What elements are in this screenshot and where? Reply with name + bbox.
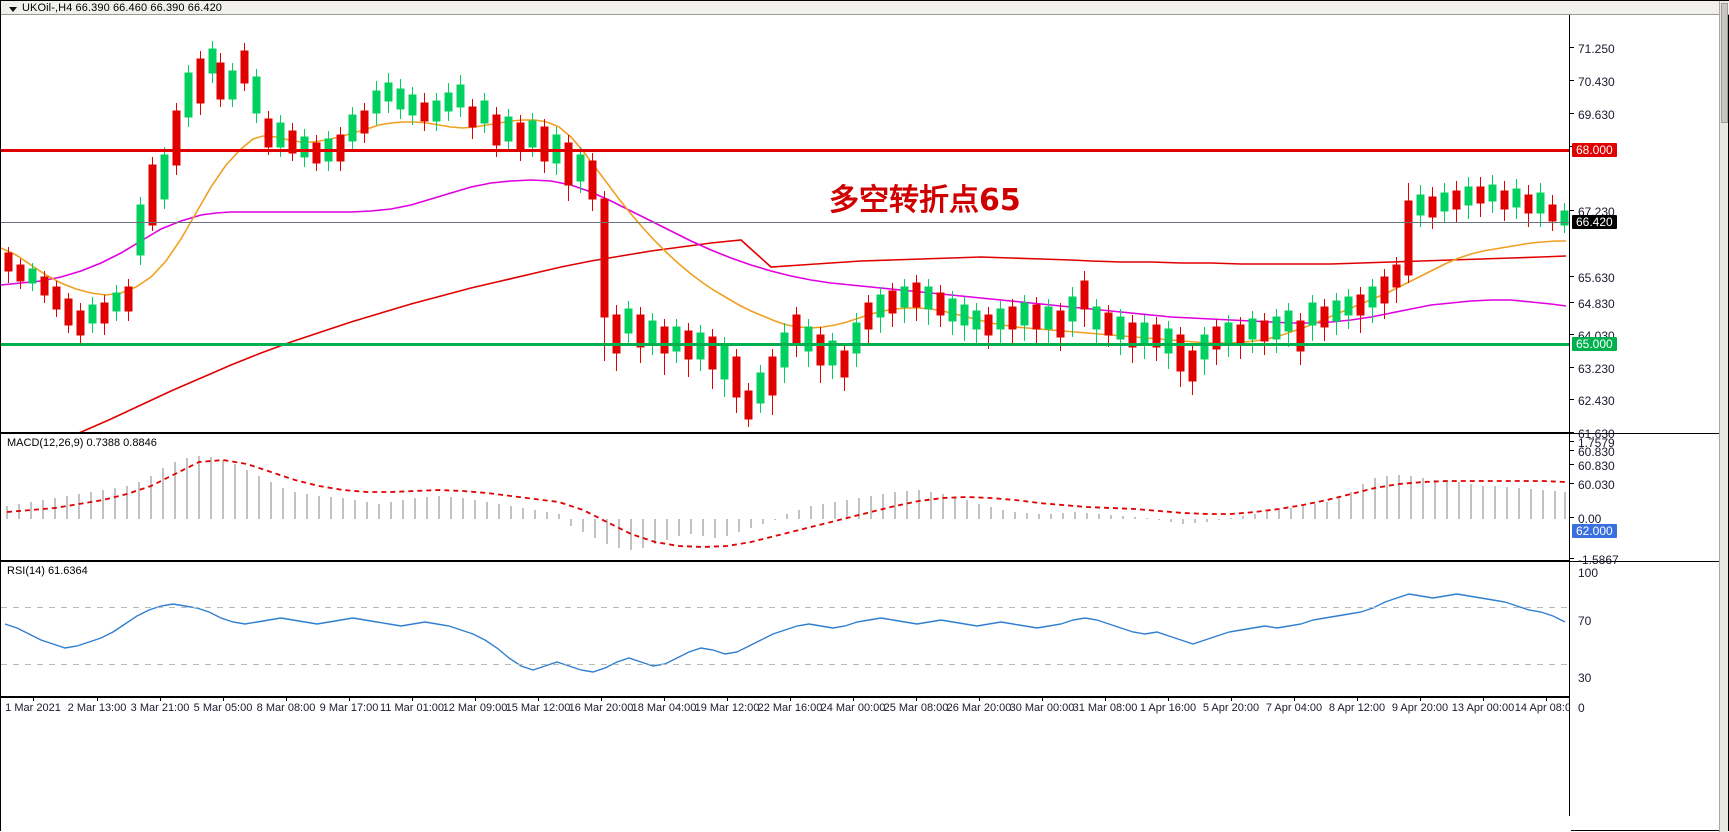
rsi-scale-tick: 30 xyxy=(1578,671,1592,685)
level-line-last-price xyxy=(1,222,1571,223)
symbol-ohlc-label: UKOil-,H4 66.390 66.460 66.390 66.420 xyxy=(22,2,223,14)
macd-scale-tick: 0.00 xyxy=(1578,512,1602,526)
candles xyxy=(4,41,1569,427)
price-tick: 60.830 xyxy=(1578,459,1615,473)
time-label: 11 Mar 01:00 xyxy=(379,702,445,714)
rsi-chart-canvas xyxy=(4,593,1566,673)
price-chart-canvas xyxy=(1,41,1569,432)
time-label: 13 Apr 00:00 xyxy=(1451,702,1515,714)
price-tick: 70.430 xyxy=(1578,75,1615,89)
rsi-line xyxy=(4,593,1566,673)
rsi-indicator-label: RSI(14) 61.6364 xyxy=(7,565,88,577)
rsi-pane[interactable]: RSI(14) 61.6364 xyxy=(1,561,1571,697)
time-label: 22 Mar 16:00 xyxy=(757,702,823,714)
vertical-scrollbar[interactable] xyxy=(1719,1,1728,832)
price-tick: 69.630 xyxy=(1578,108,1615,122)
time-label: 9 Mar 17:00 xyxy=(319,702,379,714)
time-label: 8 Apr 12:00 xyxy=(1328,702,1386,714)
time-label: 1 Apr 16:00 xyxy=(1139,702,1197,714)
rsi-scale-tick: 70 xyxy=(1578,614,1592,628)
macd-scale-tick: 1.7579 xyxy=(1578,436,1615,450)
time-label: 19 Mar 12:00 xyxy=(694,702,760,714)
macd-scale-tick: -1.5867 xyxy=(1578,553,1619,567)
rsi-guide-30 xyxy=(1,664,1571,665)
price-badge-support-62[interactable]: 62.000 xyxy=(1572,524,1617,538)
price-badge-last-price[interactable]: 66.420 xyxy=(1572,215,1617,229)
price-pane[interactable]: 多空转折点65 xyxy=(1,15,1571,433)
rsi-scale-tick: 0 xyxy=(1578,701,1585,715)
time-label: 1 Mar 2021 xyxy=(5,702,61,714)
price-tick: 62.430 xyxy=(1578,394,1615,408)
price-tick: 61.630 xyxy=(1578,427,1615,441)
time-label: 18 Mar 04:00 xyxy=(631,702,697,714)
time-label: 9 Apr 20:00 xyxy=(1391,702,1449,714)
time-label: 8 Mar 08:00 xyxy=(256,702,316,714)
price-badge-pivot-65[interactable]: 65.000 xyxy=(1572,337,1617,351)
time-label: 24 Mar 00:00 xyxy=(820,702,886,714)
price-tick: 71.250 xyxy=(1578,42,1615,56)
price-badge-resistance-68[interactable]: 68.000 xyxy=(1572,143,1617,157)
time-label: 15 Mar 12:00 xyxy=(505,702,571,714)
time-label: 5 Mar 05:00 xyxy=(193,702,253,714)
time-label: 25 Mar 08:00 xyxy=(883,702,949,714)
scrollbar-thumb[interactable] xyxy=(1721,3,1728,123)
chart-title-bar: UKOil-,H4 66.390 66.460 66.390 66.420 xyxy=(1,1,1729,15)
macd-chart-canvas xyxy=(6,456,1566,550)
time-label: 7 Apr 04:00 xyxy=(1265,702,1323,714)
time-label: 31 Mar 08:00 xyxy=(1072,702,1138,714)
chart-annotation-text: 多空转折点65 xyxy=(829,183,1021,218)
macd-pane[interactable]: MACD(12,26,9) 0.7388 0.8846 xyxy=(1,433,1571,561)
time-label: 30 Mar 00:00 xyxy=(1009,702,1075,714)
macd-signal-line xyxy=(6,459,1566,548)
time-axis[interactable]: 1 Mar 2021 2 Mar 13:00 3 Mar 21:00 5 Mar… xyxy=(1,697,1703,831)
level-line-65 xyxy=(1,343,1571,346)
triangle-down-icon[interactable] xyxy=(9,6,17,12)
price-scale[interactable]: 71.250 70.430 69.630 68.830 67.230 65.63… xyxy=(1569,15,1729,816)
macd-indicator-label: MACD(12,26,9) 0.7388 0.8846 xyxy=(7,437,157,449)
time-label: 16 Mar 20:00 xyxy=(568,702,634,714)
price-tick: 65.630 xyxy=(1578,271,1615,285)
rsi-guide-70 xyxy=(1,607,1571,608)
price-tick: 60.030 xyxy=(1578,478,1615,492)
time-label: 3 Mar 21:00 xyxy=(130,702,190,714)
level-line-68 xyxy=(1,149,1571,152)
time-label: 14 Apr 08:00 xyxy=(1514,702,1578,714)
price-tick: 64.830 xyxy=(1578,297,1615,311)
time-label: 12 Mar 09:00 xyxy=(442,702,508,714)
rsi-scale-tick: 100 xyxy=(1578,566,1599,580)
time-label: 2 Mar 13:00 xyxy=(67,702,127,714)
macd-histogram xyxy=(6,456,1566,550)
price-tick: 60.830 xyxy=(1578,445,1615,459)
time-label: 5 Apr 20:00 xyxy=(1202,702,1260,714)
time-label: 26 Mar 20:00 xyxy=(946,702,1012,714)
price-tick: 63.230 xyxy=(1578,362,1615,376)
